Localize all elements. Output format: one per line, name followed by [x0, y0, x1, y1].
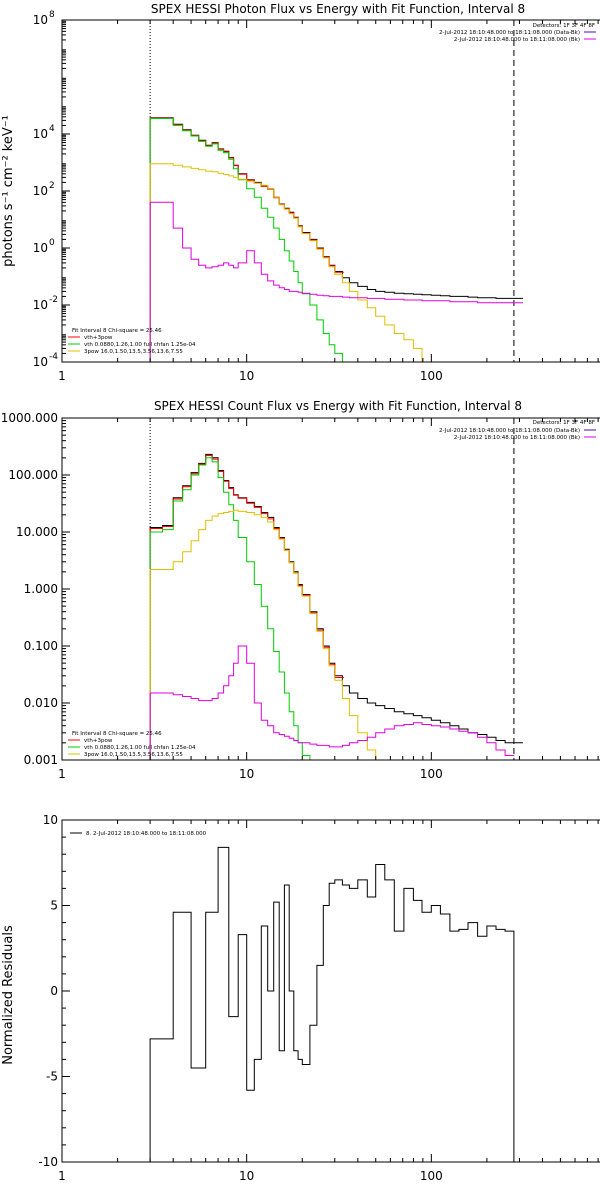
photon-flux-legend-fit: vth+3pow	[84, 335, 113, 341]
photon-flux-ytick-label: 10	[33, 13, 48, 27]
residuals-ytick-label: 0	[50, 984, 58, 998]
count-flux-ytick-label: 1000.000	[1, 411, 58, 425]
photon-flux-xtick-label: 100	[420, 369, 443, 383]
residuals-legend: 8. 2-Jul-2012 18:10:48.000 to 18:11:08.0…	[70, 831, 207, 837]
count-flux-detectors: Detectors: 1F 3F 4F 8F	[533, 420, 595, 426]
photon-flux-ytick-label: 10	[33, 355, 48, 369]
residuals-plot-area	[149, 846, 523, 1162]
photon-flux-legend-data-bk: 2-Jul-2012 18:10:48.000 to 18:11:08.000 …	[439, 30, 580, 36]
residuals-ytick-label: -5	[46, 1070, 58, 1084]
photon-flux-series-data-bk	[149, 117, 523, 362]
count-flux-ytick-label: 100.000	[8, 468, 58, 482]
photon-flux-fit-header: Fit Interval 8 Chi-square = 25.46	[72, 328, 162, 334]
count-flux-title: SPEX HESSI Count Flux vs Energy with Fit…	[154, 399, 522, 413]
photon-flux-legend-vth: vth 0.0880,1.26,1.00 full chfan 1.25e-04	[84, 342, 196, 348]
count-flux-legend-data-bk: 2-Jul-2012 18:10:48.000 to 18:11:08.000 …	[439, 428, 580, 434]
photon-flux-ylabel: photons s⁻¹ cm⁻² keV⁻¹	[1, 115, 16, 267]
photon-flux-plot-area	[149, 20, 523, 362]
count-flux-legend-fit: vth+3pow	[84, 738, 113, 744]
photon-flux-legend-right: Detectors: 1F 3F 4F 8F 2-Jul-2012 18:10:…	[439, 23, 596, 43]
count-flux-legend-bk: 2-Jul-2012 18:10:48.000 to 18:11:08.000 …	[454, 435, 580, 441]
count-flux-ytick-label: 0.001	[24, 753, 58, 767]
photon-flux-ytick-exponent: 2	[49, 181, 55, 191]
photon-flux-ytick-label: 10	[33, 184, 48, 198]
count-flux-series-data-bk	[149, 453, 523, 760]
count-flux-ytick-label: 10.000	[16, 525, 58, 539]
photon-flux-series-bk	[149, 201, 523, 362]
photon-flux-xtick-label: 10	[239, 369, 254, 383]
photon-flux-legend-left: Fit Interval 8 Chi-square = 25.46 vth+3p…	[68, 328, 196, 355]
photon-flux-ytick-exponent: -4	[49, 352, 58, 362]
photon-flux-series-3pow	[149, 163, 432, 362]
residuals-legend-label: 8. 2-Jul-2012 18:10:48.000 to 18:11:08.0…	[86, 831, 207, 837]
count-flux-ytick-label: 1.000	[24, 582, 58, 596]
photon-flux-series-vth-3pow	[149, 117, 344, 362]
photon-flux-panel: SPEX HESSI Photon Flux vs Energy with Fi…	[1, 2, 600, 383]
photon-flux-xtick-label: 1	[58, 369, 66, 383]
count-flux-panel: SPEX HESSI Count Flux vs Energy with Fit…	[1, 399, 600, 781]
photon-flux-legend-bk: 2-Jul-2012 18:10:48.000 to 18:11:08.000 …	[454, 37, 580, 43]
residuals-ytick-label: 10	[43, 813, 58, 827]
photon-flux-ytick-label: 10	[33, 127, 48, 141]
residuals-ytick-label: -10	[38, 1155, 58, 1169]
photon-flux-ytick-exponent: -2	[49, 295, 58, 305]
count-flux-series-bk	[149, 645, 515, 760]
photon-flux-axes-frame	[61, 19, 600, 363]
residuals-xtick-label: 1	[58, 1169, 66, 1183]
count-flux-series-vth	[149, 457, 319, 760]
count-flux-ticks: 11010010000.0010.0100.1001.00010.000100.…	[1, 411, 599, 781]
residuals-xtick-label: 100	[420, 1169, 443, 1183]
count-flux-legend-left: Fit Interval 8 Chi-square = 25.46 vth+3p…	[68, 731, 196, 758]
residuals-ytick-label: 5	[50, 899, 58, 913]
count-flux-ytick-label: 0.010	[24, 696, 58, 710]
count-flux-legend-right: Detectors: 1F 3F 4F 8F 2-Jul-2012 18:10:…	[439, 420, 596, 441]
residuals-ylabel: Normalized Residuals	[1, 925, 16, 1065]
count-flux-xtick-label: 1	[58, 767, 66, 781]
photon-flux-legend-3pow: 3pow 16.0,1.50,13.5,3.56,13.6,7.55	[84, 349, 183, 355]
photon-flux-ytick-exponent: 4	[49, 124, 55, 134]
residuals-series-8-2-jul-2012-18-10-48-000-to-18-11-08-000	[149, 846, 523, 1162]
count-flux-xtick-label: 100	[420, 767, 443, 781]
count-flux-plot-area	[149, 418, 523, 760]
residuals-panel: Normalized Residuals 1101001000-10-50510…	[1, 813, 600, 1183]
photon-flux-ytick-exponent: 8	[49, 10, 55, 20]
residuals-axes-frame	[61, 819, 600, 1163]
photon-flux-title: SPEX HESSI Photon Flux vs Energy with Fi…	[151, 2, 525, 16]
count-flux-xtick-label: 10	[239, 767, 254, 781]
count-flux-axes-frame	[61, 417, 600, 761]
photon-flux-ytick-exponent: 0	[49, 238, 55, 248]
residuals-xtick-label: 10	[239, 1169, 254, 1183]
count-flux-fit-header: Fit Interval 8 Chi-square = 25.46	[72, 731, 162, 737]
count-flux-series-3pow	[149, 509, 385, 760]
photon-flux-detectors: Detectors: 1F 3F 4F 8F	[533, 23, 595, 29]
photon-flux-ytick-label: 10	[33, 298, 48, 312]
count-flux-legend-vth: vth 0.0880,1.26,1.00 full chfan 1.25e-04	[84, 745, 196, 751]
count-flux-legend-3pow: 3pow 16.0,1.50,13.5,3.56,13.6,7.55	[84, 752, 183, 758]
photon-flux-series-vth	[149, 118, 352, 362]
photon-flux-ytick-label: 10	[33, 241, 48, 255]
count-flux-ytick-label: 0.100	[24, 639, 58, 653]
